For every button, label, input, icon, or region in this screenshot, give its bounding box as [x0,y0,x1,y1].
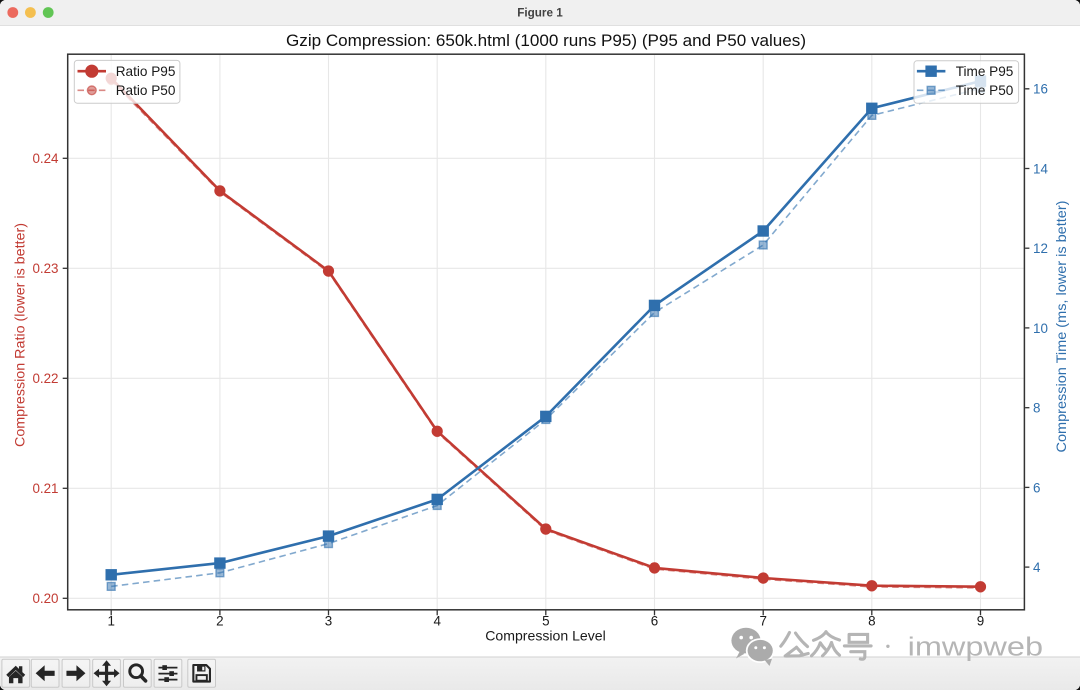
svg-text:0.23: 0.23 [32,261,58,276]
svg-text:2: 2 [216,613,223,628]
svg-text:Figure 1: Figure 1 [517,6,563,19]
svg-text:1: 1 [107,613,114,628]
svg-text:4: 4 [1033,560,1041,575]
svg-text:10: 10 [1033,321,1048,336]
svg-text:Compression Level: Compression Level [485,628,606,644]
svg-text:Ratio P50: Ratio P50 [116,83,176,98]
svg-text:7: 7 [759,613,766,628]
svg-text:0.21: 0.21 [32,481,58,496]
svg-text:9: 9 [977,613,984,628]
svg-text:0.22: 0.22 [32,371,58,386]
svg-text:imwpweb: imwpweb [908,633,1043,662]
svg-text:0.20: 0.20 [32,591,58,606]
svg-text:Gzip Compression: 650k.html (1: Gzip Compression: 650k.html (1000 runs P… [286,31,806,50]
svg-text:3: 3 [325,613,332,628]
svg-text:16: 16 [1033,82,1048,97]
svg-text:4: 4 [433,613,441,628]
svg-text:Compression Ratio (lower is be: Compression Ratio (lower is better) [12,223,28,447]
svg-text:Time P95: Time P95 [956,64,1014,79]
svg-text:5: 5 [542,613,549,628]
svg-text:12: 12 [1033,241,1048,256]
svg-text:14: 14 [1033,161,1048,176]
svg-text:Compression Time (ms, lower is: Compression Time (ms, lower is better) [1053,201,1069,453]
svg-text:6: 6 [1033,480,1040,495]
svg-text:8: 8 [868,613,875,628]
svg-text:0.24: 0.24 [32,151,59,166]
svg-text:Time P50: Time P50 [956,83,1014,98]
svg-text:6: 6 [651,613,658,628]
svg-text:Ratio P95: Ratio P95 [116,64,176,79]
svg-text:8: 8 [1033,401,1040,416]
